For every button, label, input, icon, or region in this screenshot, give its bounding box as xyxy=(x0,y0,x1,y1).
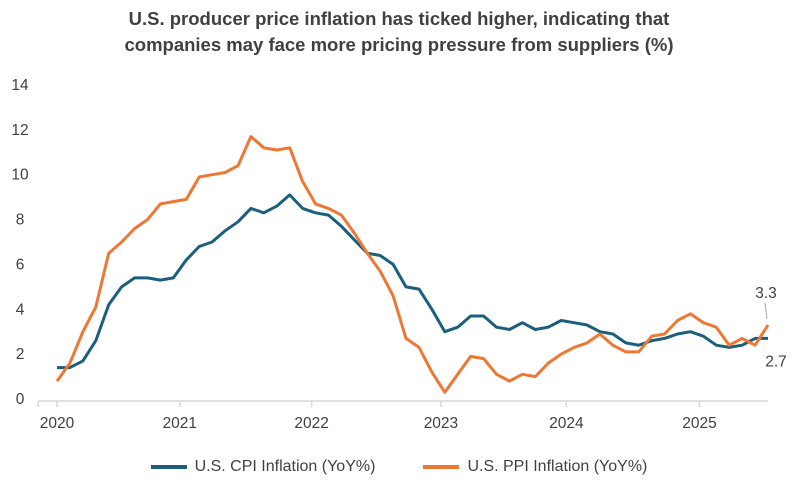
y-tick-label: 10 xyxy=(11,167,29,184)
y-tick-label: 12 xyxy=(11,122,28,139)
chart-title-line-2: companies may face more pricing pressure… xyxy=(124,34,674,55)
y-tick-label: 2 xyxy=(16,346,25,363)
legend: U.S. CPI Inflation (YoY%) U.S. PPI Infla… xyxy=(0,458,798,476)
series-line-ppi xyxy=(55,135,770,394)
y-tick-label: 14 xyxy=(11,77,29,94)
x-tick-label: 2025 xyxy=(682,415,716,432)
x-tick-label: 2022 xyxy=(294,415,328,432)
series-line-cpi xyxy=(57,193,768,370)
legend-label-ppi: U.S. PPI Inflation (YoY%) xyxy=(467,458,648,475)
data-label-cpi: 2.7 xyxy=(765,353,787,370)
y-tick-label: 6 xyxy=(16,256,25,273)
y-tick-label: 4 xyxy=(16,301,25,318)
x-tick-label: 2023 xyxy=(424,415,458,432)
chart-title: U.S. producer price inflation has ticked… xyxy=(0,6,798,58)
legend-item-ppi: U.S. PPI Inflation (YoY%) xyxy=(423,458,647,476)
legend-label-cpi: U.S. CPI Inflation (YoY%) xyxy=(194,458,376,475)
line-chart: 0 2 4 6 8 10 12 14 2020 2021 2022 2023 2024 2025 2.7 3.… xyxy=(11,77,787,432)
legend-swatch-ppi xyxy=(423,465,460,469)
data-label-leader xyxy=(764,302,768,320)
legend-swatch-cpi xyxy=(150,465,187,469)
x-tick-label: 2024 xyxy=(549,415,584,432)
data-label-ppi: 3.3 xyxy=(755,285,777,302)
legend-item-cpi: U.S. CPI Inflation (YoY%) xyxy=(150,458,376,476)
y-tick-label: 0 xyxy=(16,391,25,408)
x-tick-label: 2021 xyxy=(163,415,197,432)
y-tick-label: 8 xyxy=(16,212,25,229)
chart-title-line-1: U.S. producer price inflation has ticked… xyxy=(128,8,670,29)
x-tick-label: 2020 xyxy=(40,415,75,432)
